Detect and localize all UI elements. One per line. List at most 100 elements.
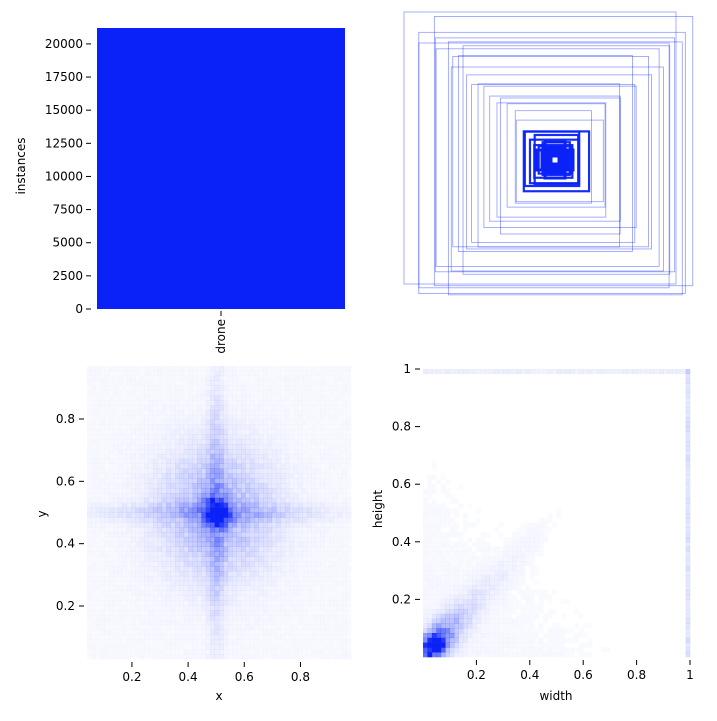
xy-density-cell: [223, 449, 229, 455]
xy-density-cell: [162, 381, 167, 386]
xy-density-cell: [298, 527, 303, 533]
xy-density-cell: [285, 536, 290, 543]
xy-density-cell: [139, 556, 145, 562]
width-height-density-cell: [685, 556, 691, 562]
xy-density-cell: [276, 429, 281, 435]
width-height-density-cell: [445, 609, 450, 615]
xy-density-cell: [285, 409, 290, 416]
xy-density-cell: [193, 371, 198, 376]
xy-density-cell: [325, 639, 330, 644]
xy-density-cell: [232, 405, 237, 411]
xy-density-cell: [329, 561, 334, 566]
xy-density-cell: [126, 478, 132, 484]
xy-density-cell: [192, 585, 198, 591]
xy-density-cell: [91, 576, 96, 581]
xy-density-cell: [298, 536, 303, 543]
xy-density-cell: [293, 488, 299, 494]
xy-density-cell: [105, 630, 110, 635]
xy-density-cell: [148, 409, 154, 416]
xy-density-cell: [117, 532, 123, 538]
width-height-density-cell: [490, 633, 495, 638]
xy-density-cell: [307, 425, 312, 430]
xy-density-cell: [281, 381, 286, 386]
xy-density-cell: [127, 420, 132, 425]
xy-density-cell: [205, 502, 211, 508]
xy-density-cell: [289, 502, 295, 508]
width-height-density-cell: [480, 618, 486, 624]
xy-density-cell: [131, 649, 136, 654]
xy-density-cell: [263, 414, 268, 421]
xy-density-cell: [293, 532, 299, 538]
width-height-density-cell: [579, 633, 584, 638]
xy-density-cell: [179, 395, 184, 400]
xy-density-cell: [131, 561, 136, 567]
xy-density-cell: [285, 400, 290, 405]
xy-density-cell: [175, 381, 180, 386]
xy-density-cell: [96, 630, 101, 635]
width-height-density-cell: [583, 369, 588, 375]
xy-density-cell: [109, 605, 114, 610]
xy-density-cell: [227, 468, 233, 474]
xy-density-cell: [236, 541, 242, 547]
xy-density-cell: [100, 488, 105, 493]
xy-density-cell: [307, 488, 312, 493]
xy-density-cell: [329, 600, 334, 605]
width-height-density-cell: [432, 503, 437, 508]
xy-density-cell: [258, 600, 264, 606]
xy-density-cell: [223, 517, 229, 523]
xy-density-cell: [109, 434, 114, 439]
xy-density-cell: [183, 502, 189, 508]
xy-density-cell: [276, 449, 281, 455]
width-height-density-cell: [516, 652, 521, 657]
xy-density-cell: [254, 654, 259, 659]
xy-density-cell: [227, 424, 233, 430]
xy-density-cell: [271, 522, 277, 528]
width-height-density-cell: [534, 571, 539, 576]
xy-density-cell: [258, 624, 264, 630]
width-height-density-cell: [441, 590, 446, 595]
xy-density-cell: [148, 492, 154, 499]
xy-density-cell: [175, 654, 180, 659]
xy-density-cell: [197, 492, 202, 499]
xy-density-cell: [122, 522, 127, 528]
width-height-density-cell: [507, 575, 513, 581]
xy-density-cell: [241, 424, 246, 430]
xy-density-cell: [228, 649, 233, 654]
xy-density-cell: [316, 405, 321, 410]
xy-density-cell: [197, 419, 202, 425]
xy-density-cell: [157, 395, 162, 400]
width-height-density-cell: [454, 561, 459, 566]
xy-density-cell: [311, 405, 316, 410]
xy-density-cell: [347, 483, 352, 488]
width-height-density-cell: [432, 542, 437, 547]
xy-density-cell: [325, 571, 330, 576]
xy-density-cell: [289, 512, 295, 518]
xy-density-cell: [149, 625, 154, 630]
width-height-density-cell: [521, 532, 526, 537]
xy-density-cell: [342, 586, 347, 591]
xy-density-cell: [307, 371, 312, 376]
width-height-density-cell: [503, 609, 508, 614]
xy-density-cell: [162, 400, 167, 405]
xy-density-cell: [219, 644, 224, 650]
width-height-density-cell: [480, 594, 486, 600]
xy-density-cell: [214, 527, 220, 533]
xy-density-cell: [333, 576, 338, 581]
width-height-density-cell: [681, 369, 686, 375]
xy-density-cell: [329, 512, 334, 518]
xy-density-cell: [183, 536, 189, 543]
xy-density-cell: [214, 366, 220, 372]
width-height-density-cell: [440, 594, 446, 600]
xy-density-cell: [311, 561, 316, 566]
xy-density-cell: [316, 376, 321, 381]
xy-density-cell: [109, 366, 114, 371]
xy-density-cell: [333, 561, 338, 566]
width-height-density-cell: [440, 628, 446, 634]
xy-density-cell: [179, 517, 185, 523]
xy-density-cell: [254, 566, 259, 572]
xy-density-cell: [267, 561, 273, 567]
xy-density-cell: [325, 415, 330, 420]
xy-density-cell: [347, 644, 352, 649]
xy-density-cell: [267, 429, 273, 435]
xy-density-cell: [307, 610, 312, 615]
